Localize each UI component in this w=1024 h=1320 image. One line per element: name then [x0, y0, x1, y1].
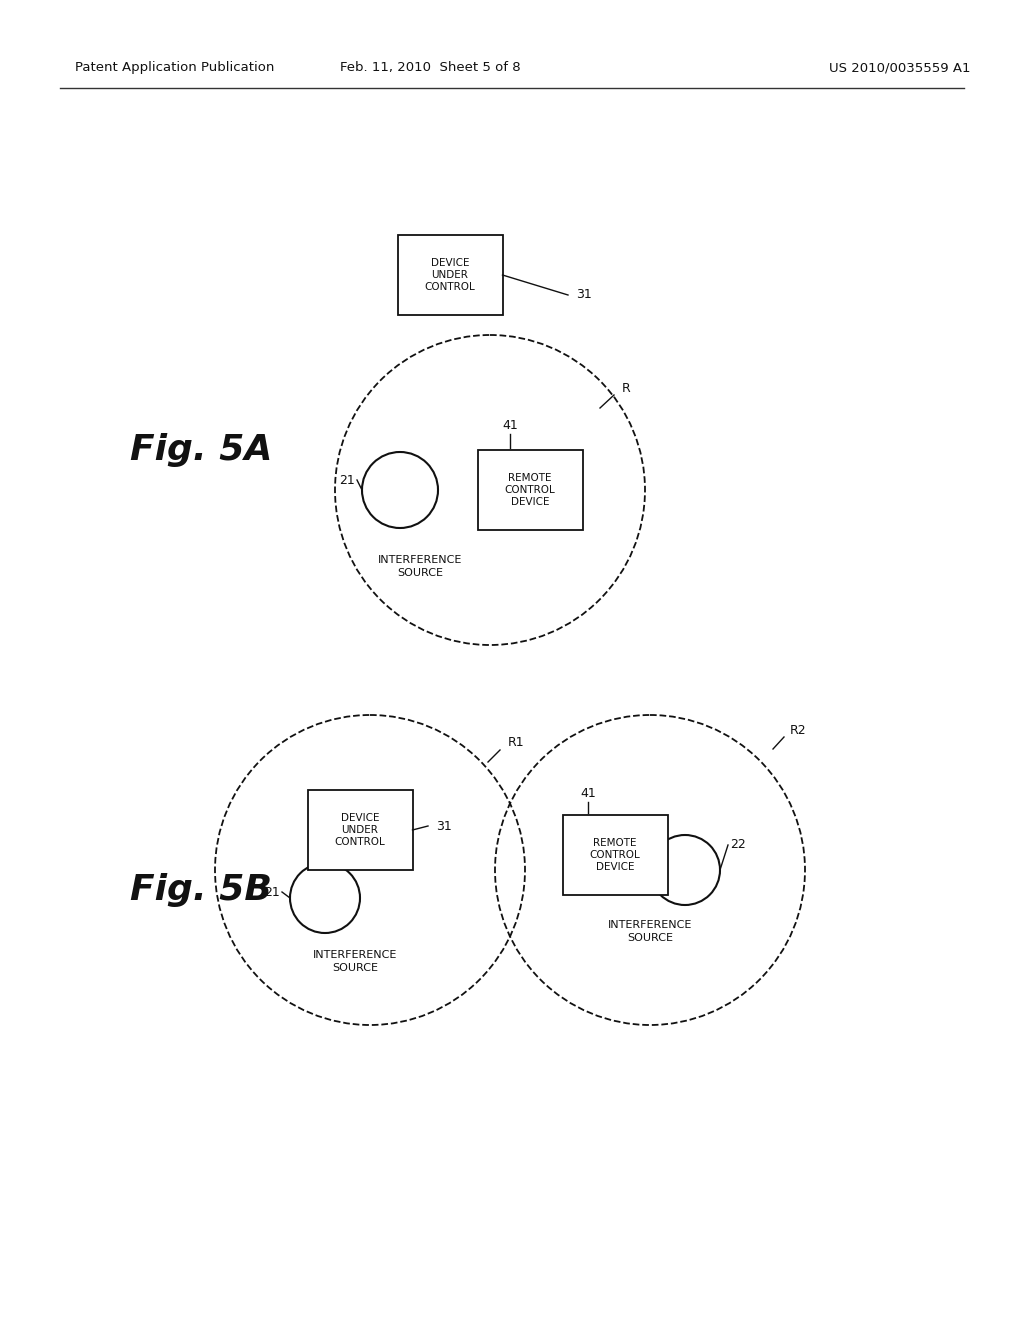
Text: Feb. 11, 2010  Sheet 5 of 8: Feb. 11, 2010 Sheet 5 of 8 [340, 62, 520, 74]
Text: 31: 31 [575, 289, 592, 301]
Text: DEVICE
UNDER
CONTROL: DEVICE UNDER CONTROL [425, 259, 475, 292]
Text: 21: 21 [264, 886, 280, 899]
Text: INTERFERENCE
SOURCE: INTERFERENCE SOURCE [608, 920, 692, 944]
Text: 41: 41 [581, 787, 596, 800]
FancyBboxPatch shape [562, 814, 668, 895]
Text: INTERFERENCE
SOURCE: INTERFERENCE SOURCE [312, 950, 397, 973]
Text: Patent Application Publication: Patent Application Publication [75, 62, 274, 74]
Text: US 2010/0035559 A1: US 2010/0035559 A1 [829, 62, 971, 74]
Text: R2: R2 [790, 723, 807, 737]
Text: Fig. 5B: Fig. 5B [130, 873, 272, 907]
Text: REMOTE
CONTROL
DEVICE: REMOTE CONTROL DEVICE [590, 838, 640, 871]
FancyBboxPatch shape [397, 235, 503, 315]
FancyBboxPatch shape [307, 789, 413, 870]
Text: R: R [622, 381, 631, 395]
Text: 21: 21 [339, 474, 355, 487]
Text: Fig. 5A: Fig. 5A [130, 433, 272, 467]
Text: 31: 31 [436, 820, 452, 833]
Text: R1: R1 [508, 735, 524, 748]
Text: 41: 41 [502, 418, 518, 432]
Text: DEVICE
UNDER
CONTROL: DEVICE UNDER CONTROL [335, 813, 385, 846]
FancyBboxPatch shape [477, 450, 583, 531]
Text: REMOTE
CONTROL
DEVICE: REMOTE CONTROL DEVICE [505, 474, 555, 507]
Text: 22: 22 [730, 838, 745, 851]
Text: INTERFERENCE
SOURCE: INTERFERENCE SOURCE [378, 554, 462, 578]
